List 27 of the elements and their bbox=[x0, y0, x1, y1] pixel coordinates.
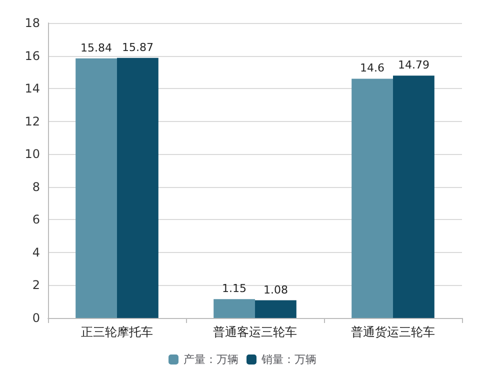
y-tick-label: 8 bbox=[32, 180, 40, 194]
y-tick-label: 12 bbox=[24, 114, 40, 128]
y-tick-label: 4 bbox=[32, 245, 40, 260]
y-tick-label: 14 bbox=[24, 82, 40, 96]
data-label: 1.08 bbox=[263, 283, 288, 296]
bar bbox=[352, 78, 393, 318]
y-tick-label: 2 bbox=[32, 278, 40, 292]
data-label: 14.79 bbox=[398, 58, 430, 72]
x-tick-label: 正三轮摩托车 bbox=[81, 325, 153, 339]
data-label: 15.87 bbox=[122, 40, 154, 54]
y-tick-label: 6 bbox=[32, 212, 40, 227]
y-tick-label: 16 bbox=[24, 48, 40, 63]
bar bbox=[255, 300, 296, 318]
legend-label: 销量：万辆 bbox=[260, 353, 316, 366]
bar bbox=[393, 76, 434, 318]
legend-label: 产量：万辆 bbox=[184, 353, 238, 366]
data-label: 14.6 bbox=[360, 62, 385, 75]
data-label: 15.84 bbox=[80, 41, 112, 54]
y-tick-label: 10 bbox=[24, 147, 40, 162]
data-label: 1.15 bbox=[222, 282, 247, 296]
x-tick-label: 普通货运三轮车 bbox=[351, 325, 435, 339]
y-tick-label: 0 bbox=[32, 311, 40, 325]
bar bbox=[76, 58, 117, 318]
x-tick-label: 普通客运三轮车 bbox=[213, 325, 297, 339]
bar bbox=[117, 58, 158, 318]
bar bbox=[214, 299, 255, 318]
y-tick-label: 18 bbox=[24, 16, 40, 30]
